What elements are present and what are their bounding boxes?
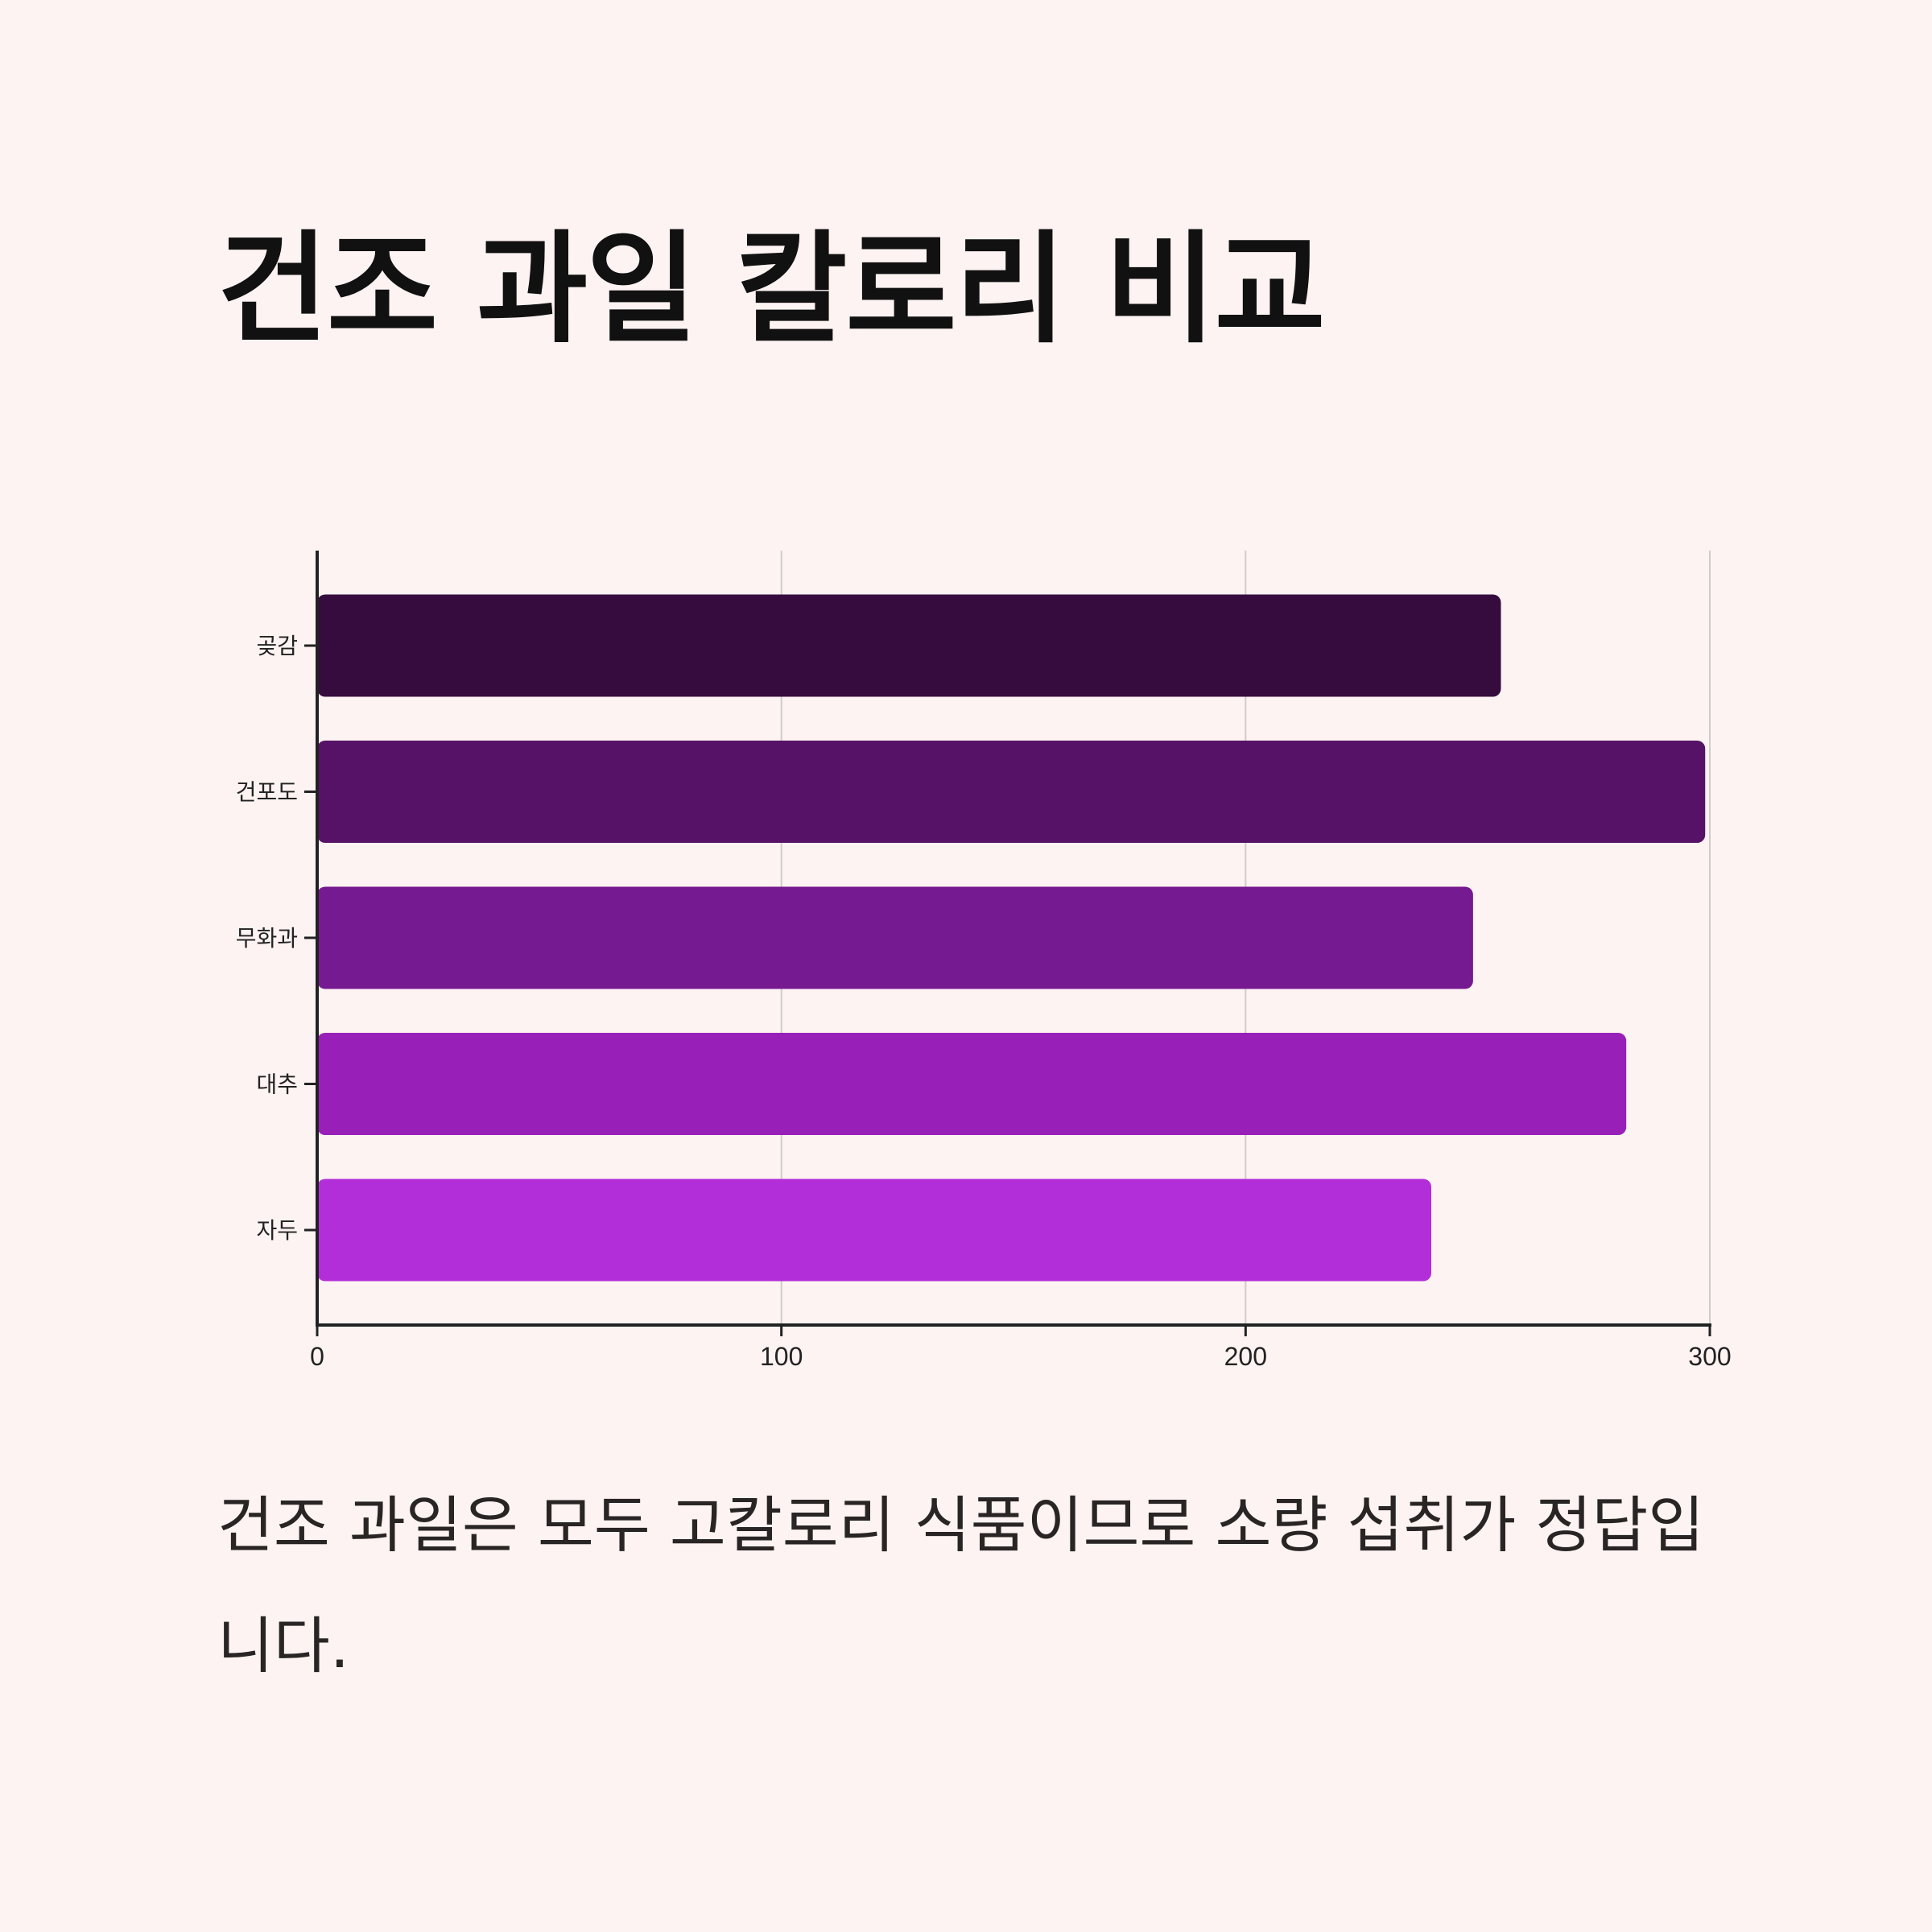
x-tick-label: 200 <box>1224 1342 1267 1371</box>
bar <box>317 1033 1627 1135</box>
bar <box>317 594 1501 697</box>
bar <box>317 741 1706 843</box>
y-tick-label: 대추 <box>256 1071 298 1098</box>
x-tick-label: 300 <box>1688 1342 1731 1371</box>
bar <box>317 886 1473 989</box>
y-tick-label: 곶감 <box>256 633 298 659</box>
caption-text: 건조 과일은 모두 고칼로리 식품이므로 소량 섭취가 정답입니다. <box>217 1489 1705 1682</box>
bars <box>317 594 1706 1282</box>
chart-title: 건조 과일 칼로리 비교 <box>217 220 1326 360</box>
x-tick-label: 100 <box>760 1342 803 1371</box>
y-tick-label: 자두 <box>256 1217 298 1244</box>
y-tick-label: 무화과 <box>236 925 298 952</box>
bar <box>317 1179 1431 1282</box>
y-tick-label: 건포도 <box>236 779 298 806</box>
x-tick-label: 0 <box>310 1342 324 1371</box>
axes <box>304 551 1711 1336</box>
